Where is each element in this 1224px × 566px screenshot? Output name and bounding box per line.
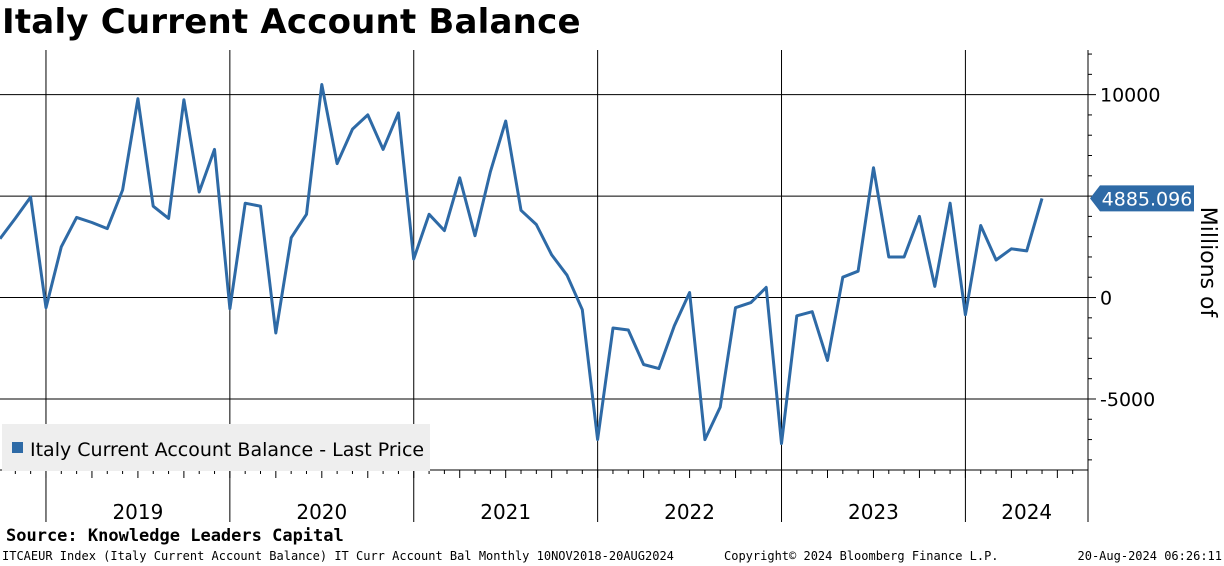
footer-timestamp: 20-Aug-2024 06:26:11: [1077, 549, 1223, 563]
series-line-italy-current-account: [0, 83, 1044, 446]
y-tick-label: 10000: [1100, 85, 1160, 107]
legend-label: Italy Current Account Balance - Last Pri…: [30, 439, 424, 461]
last-value-badge-shape: [1090, 185, 1194, 212]
chart-title: Italy Current Account Balance: [2, 2, 581, 42]
legend: Italy Current Account Balance - Last Pri…: [2, 424, 430, 471]
grid-lines: [0, 50, 1088, 522]
y-tick-label: -5000: [1100, 389, 1155, 411]
x-year-label: 2022: [664, 500, 715, 524]
x-year-label: 2021: [480, 500, 531, 524]
source-text: Source: Knowledge Leaders Capital: [6, 526, 344, 546]
legend-swatch: [12, 442, 23, 453]
last-value-label: 4885.096: [1102, 188, 1193, 210]
y-axis: 1000050000-5000: [1087, 50, 1160, 522]
x-year-label: 2020: [296, 500, 347, 524]
legend-background: [2, 424, 430, 471]
y-axis-label: Millions of: [1195, 207, 1220, 319]
last-value-badge: 4885.096: [1090, 185, 1194, 212]
y-tick-label: 0: [1100, 288, 1112, 310]
x-year-label: 2019: [112, 500, 163, 524]
x-axis: 2019 2020 2021 2022 2023 2024: [0, 469, 1088, 524]
footer-description: ITCAEUR Index (Italy Current Account Bal…: [2, 549, 674, 563]
footer-copyright: Copyright© 2024 Bloomberg Finance L.P.: [724, 549, 999, 563]
series-group: [0, 83, 1044, 446]
x-year-label: 2024: [1001, 500, 1052, 524]
x-year-label: 2023: [848, 500, 899, 524]
